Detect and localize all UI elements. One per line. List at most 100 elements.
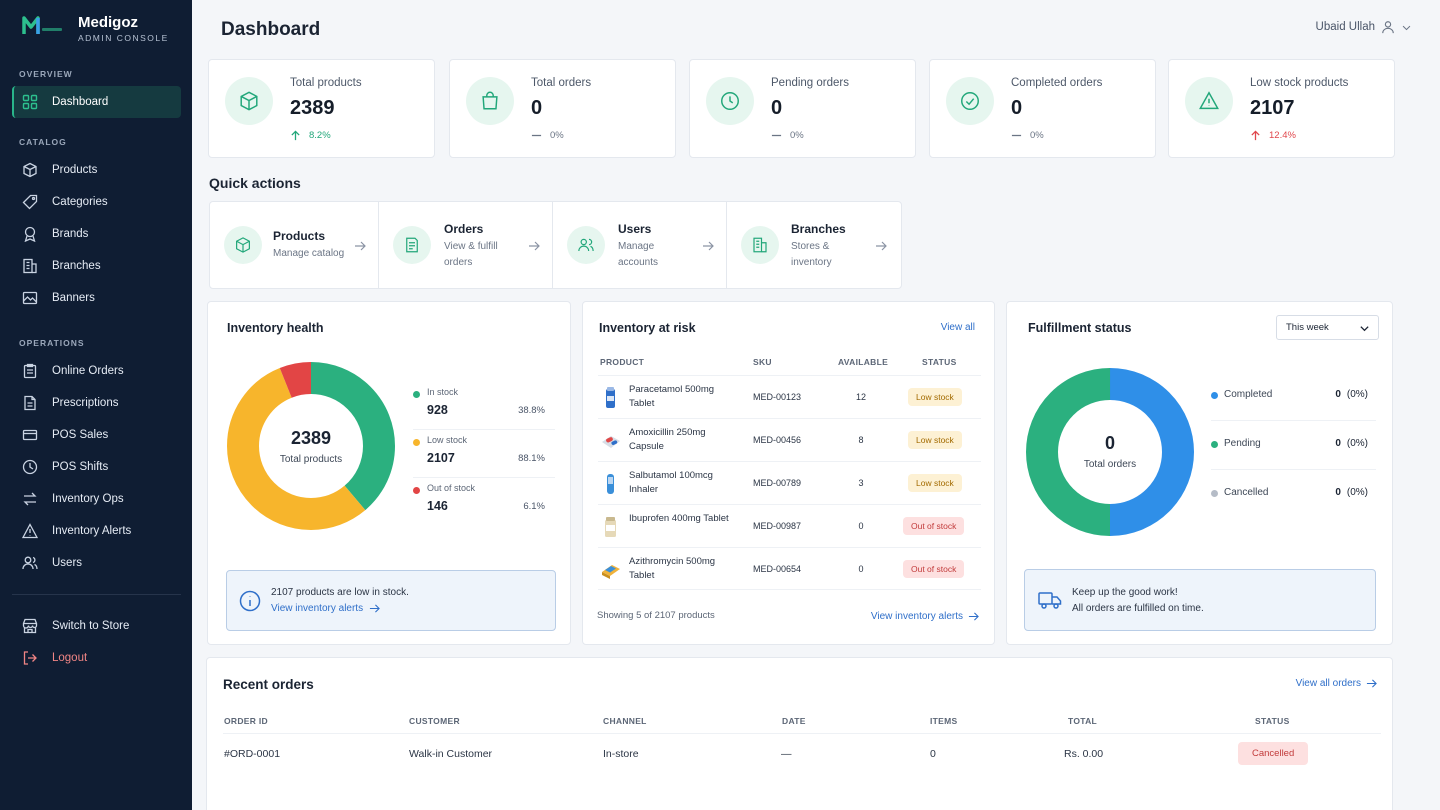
sidebar-item-label: Branches — [52, 260, 101, 272]
sidebar-item-banners[interactable]: Banners — [12, 282, 181, 314]
panel-title: Recent orders — [223, 677, 314, 692]
legend-dot — [1211, 392, 1218, 399]
view-inventory-alerts-link[interactable]: View inventory alerts — [871, 611, 979, 622]
dash-icon — [771, 134, 782, 137]
table-row[interactable]: Amoxicillin 250mg Capsule MED-00456 8 Lo… — [598, 418, 981, 461]
sidebar-item-pos-sales[interactable]: POS Sales — [12, 419, 181, 451]
tag-icon — [22, 194, 38, 210]
brand: Medigoz ADMIN CONSOLE — [22, 14, 167, 43]
stat-value: 0 — [1011, 97, 1023, 119]
sidebar-item-online-orders[interactable]: Online Orders — [12, 355, 181, 387]
sidebar-item-label: Switch to Store — [52, 620, 130, 632]
order-customer: Walk-in Customer — [409, 748, 493, 760]
sidebar-item-label: POS Shifts — [52, 461, 109, 473]
sidebar-item-inventory-alerts[interactable]: Inventory Alerts — [12, 515, 181, 547]
legend-value: 0 (0%) — [1335, 438, 1368, 449]
product-available: 0 — [858, 521, 864, 531]
product-name: Azithromycin 500mg Tablet — [629, 556, 716, 581]
sidebar-item-switch-store[interactable]: Switch to Store — [12, 610, 181, 642]
donut-total: 2389 — [290, 428, 332, 448]
sidebar-item-pos-shifts[interactable]: POS Shifts — [12, 451, 181, 483]
period-select[interactable]: This week — [1276, 315, 1379, 340]
column-header: CHANNEL — [603, 716, 647, 726]
quick-action-users[interactable]: Users Manage accounts — [553, 202, 727, 288]
legend-low-stock: Low stock 2107 88.1% — [413, 430, 555, 478]
sidebar-item-users[interactable]: Users — [12, 547, 181, 579]
image-icon — [22, 290, 38, 306]
order-total: Rs. 0.00 — [1064, 748, 1104, 760]
legend-pct: (0%) — [1346, 389, 1368, 400]
legend-value: 0 (0%) — [1335, 487, 1368, 498]
stat-value: 0 — [771, 97, 783, 119]
tablet-box-icon — [602, 565, 620, 579]
quick-action-branches[interactable]: Branches Stores & inventory — [727, 202, 901, 288]
table-row[interactable]: Salbutamol 100mcg Inhaler MED-00789 3 Lo… — [598, 461, 981, 504]
table-row[interactable]: Azithromycin 500mg Tablet MED-00654 0 Ou… — [598, 547, 981, 590]
stat-card-pending-orders: Pending orders 0 0% — [689, 59, 916, 158]
brand-subtitle: ADMIN CONSOLE — [78, 33, 169, 43]
quick-action-orders[interactable]: Orders View & fulfill orders — [379, 202, 553, 288]
column-header: SKU — [753, 357, 772, 367]
legend-name: Cancelled — [1224, 487, 1269, 498]
order-date: — — [781, 748, 792, 760]
sidebar-item-logout[interactable]: Logout — [12, 642, 181, 674]
arrow-right-icon — [968, 612, 979, 621]
quick-action-subtitle: Manage accounts — [618, 241, 659, 268]
info-text: All orders are fulfilled on time. — [1072, 603, 1204, 614]
truck-icon — [1038, 592, 1062, 609]
sidebar-item-label: Banners — [52, 292, 95, 304]
card-icon — [22, 427, 38, 443]
sidebar-item-products[interactable]: Products — [12, 154, 181, 186]
legend-count: 0 — [1335, 438, 1341, 449]
quick-action-products[interactable]: Products Manage catalog — [210, 202, 379, 288]
table-row[interactable]: Paracetamol 500mg Tablet MED-00123 12 Lo… — [598, 375, 981, 418]
legend-count: 0 — [1335, 389, 1341, 400]
link-label: View all orders — [1295, 678, 1361, 689]
arrow-right-icon — [529, 241, 540, 251]
clock-icon — [22, 459, 38, 475]
table-row[interactable]: Ibuprofen 400mg Tablet MED-00987 0 Out o… — [598, 504, 981, 547]
stat-card-total-orders: Total orders 0 0% — [449, 59, 676, 158]
sidebar-item-prescriptions[interactable]: Prescriptions — [12, 387, 181, 419]
table-row[interactable]: #ORD-0001 Walk-in Customer In-store — 0 … — [207, 734, 1392, 774]
sidebar-item-branches[interactable]: Branches — [12, 250, 181, 282]
view-inventory-alerts-link[interactable]: View inventory alerts — [271, 603, 380, 614]
sidebar-item-inventory-ops[interactable]: Inventory Ops — [12, 483, 181, 515]
donut-out-of-stock-segment — [227, 362, 395, 530]
view-all-orders-link[interactable]: View all orders — [1296, 678, 1377, 689]
status-badge: Out of stock — [903, 517, 965, 535]
stat-trend-value: 8.2% — [309, 130, 331, 141]
status-badge: Cancelled — [1238, 742, 1309, 765]
sidebar-item-brands[interactable]: Brands — [12, 218, 181, 250]
sidebar-item-label: Inventory Alerts — [52, 525, 132, 537]
donut-total-label: Total products — [279, 454, 343, 465]
view-all-link[interactable]: View all — [940, 322, 975, 333]
product-available: 3 — [858, 478, 864, 488]
cube-icon — [224, 226, 262, 264]
inventory-risk-panel: Inventory at risk View all PRODUCT SKU A… — [582, 301, 995, 645]
arrow-right-icon — [703, 241, 714, 251]
inhaler-bottle-icon — [606, 387, 615, 408]
product-sku: MED-00789 — [753, 478, 802, 488]
legend-name: Low stock — [427, 435, 468, 445]
column-header: ORDER ID — [224, 716, 268, 726]
stat-trend-value: 12.4% — [1269, 130, 1296, 141]
dash-icon — [1011, 134, 1022, 137]
period-select-value: This week — [1286, 322, 1329, 333]
arrow-right-icon — [1366, 679, 1377, 688]
sidebar-item-label: Brands — [52, 228, 89, 240]
user-menu[interactable]: Ubaid Ullah — [1316, 20, 1412, 34]
award-icon — [22, 226, 38, 242]
quick-action-title: Users — [618, 222, 652, 236]
info-icon — [239, 590, 261, 612]
legend-in-stock: In stock 928 38.8% — [413, 382, 555, 430]
user-icon — [1382, 21, 1394, 34]
sidebar-item-dashboard[interactable]: Dashboard — [12, 86, 181, 118]
column-header: STATUS — [922, 357, 957, 367]
sidebar-item-categories[interactable]: Categories — [12, 186, 181, 218]
stat-trend: 12.4% — [1250, 130, 1296, 141]
donut-total: 0 — [1104, 433, 1115, 453]
legend-pct: 6.1% — [523, 501, 545, 512]
column-header: ITEMS — [930, 716, 958, 726]
product-sku: MED-00654 — [753, 564, 802, 574]
